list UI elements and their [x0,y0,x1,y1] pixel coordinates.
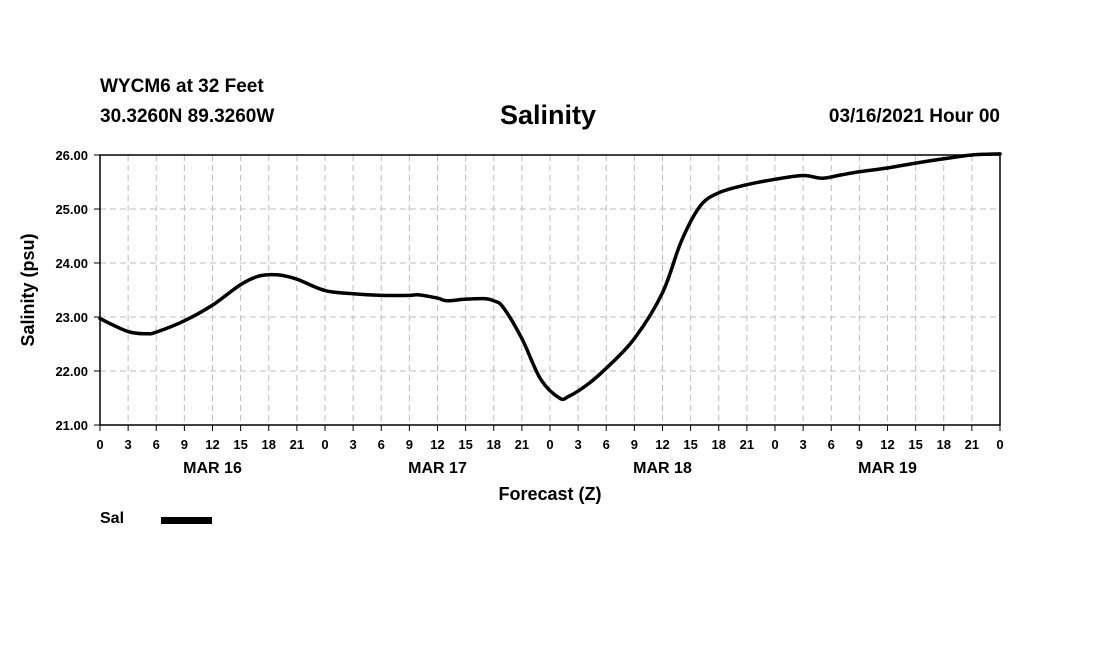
x-tick-label: 3 [575,437,582,452]
x-tick-label: 9 [406,437,413,452]
day-label: MAR 18 [633,460,692,477]
x-tick-label: 0 [996,437,1003,452]
x-axis-ticks: 0 3 6 9 12 15 18 21 0 3 6 9 12 15 18 21 0 3 6 9 12 15 18 21 0 3 6 9… [96,425,1004,452]
x-tick-label: 9 [631,437,638,452]
x-tick-label: 15 [908,437,922,452]
y-tick-label: 21.00 [55,418,88,433]
y-axis-ticks: 21.00 22.00 23.00 24.00 25.00 26.00 [55,148,100,433]
x-tick-label: 12 [430,437,444,452]
x-tick-label: 9 [181,437,188,452]
legend-label: Sal [100,510,125,527]
coordinates-label: 30.3260N 89.3260W [100,106,275,127]
y-tick-label: 23.00 [55,310,88,325]
x-tick-label: 0 [321,437,328,452]
x-tick-label: 6 [378,437,385,452]
x-tick-label: 0 [96,437,103,452]
day-label: MAR 16 [183,460,242,477]
x-tick-label: 6 [828,437,835,452]
x-tick-label: 3 [800,437,807,452]
series-layer [98,152,1002,402]
x-tick-label: 3 [125,437,132,452]
x-tick-label: 18 [937,437,951,452]
y-tick-label: 24.00 [55,256,88,271]
legend-swatch [161,517,212,524]
x-tick-label: 12 [655,437,669,452]
x-tick-label: 15 [683,437,697,452]
x-tick-label: 6 [153,437,160,452]
station-label: WYCM6 at 32 Feet [100,76,264,97]
series-line-sal [98,152,1002,402]
x-tick-label: 6 [603,437,610,452]
x-tick-label: 12 [205,437,219,452]
forecast-datetime: 03/16/2021 Hour 00 [828,106,1000,127]
day-labels: MAR 16 MAR 17 MAR 18 MAR 19 [183,460,917,477]
x-tick-label: 21 [740,437,754,452]
x-axis-title: Forecast (Z) [498,484,601,504]
x-tick-label: 3 [350,437,357,452]
x-tick-label: 15 [233,437,247,452]
x-tick-label: 18 [712,437,726,452]
x-tick-label: 9 [856,437,863,452]
x-tick-label: 21 [290,437,304,452]
x-tick-label: 21 [965,437,979,452]
x-tick-label: 0 [546,437,553,452]
y-tick-label: 25.00 [55,202,88,217]
x-tick-label: 12 [880,437,894,452]
x-tick-label: 18 [262,437,276,452]
x-tick-label: 15 [458,437,472,452]
x-tick-label: 0 [771,437,778,452]
x-tick-label: 18 [487,437,501,452]
day-label: MAR 17 [408,460,467,477]
chart-title: Salinity [500,100,597,130]
day-label: MAR 19 [858,460,917,477]
y-tick-label: 22.00 [55,364,88,379]
y-tick-label: 26.00 [55,148,88,163]
y-axis-title: Salinity (psu) [18,233,38,346]
x-tick-label: 21 [515,437,529,452]
